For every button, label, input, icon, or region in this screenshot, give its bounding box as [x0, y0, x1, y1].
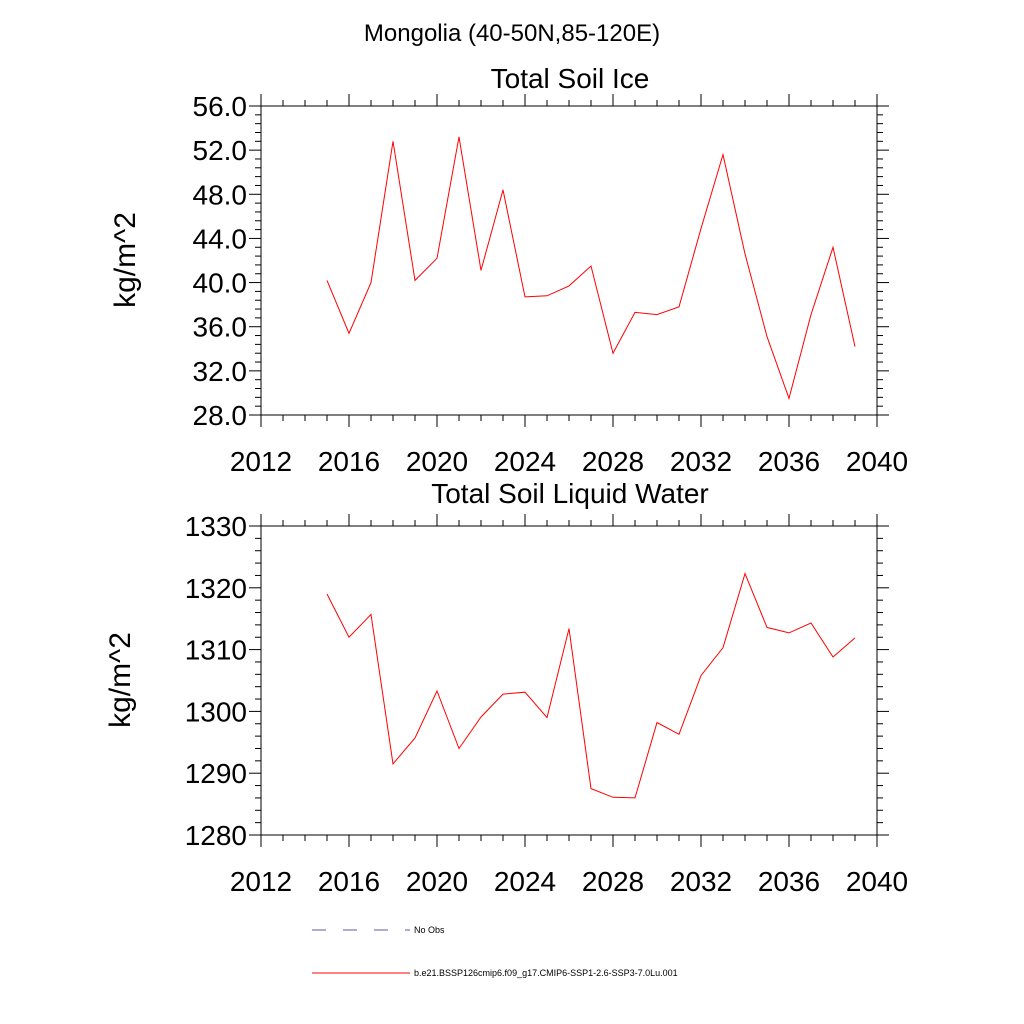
- y-tick-label: 32.0: [193, 356, 248, 387]
- y-axis-label: kg/m^2: [104, 632, 137, 728]
- y-tick-label: 1300: [185, 696, 247, 727]
- x-tick-label: 2016: [318, 446, 380, 477]
- x-tick-label: 2020: [406, 866, 468, 897]
- series-line: [326, 572, 856, 799]
- y-tick-label: 1290: [185, 758, 247, 789]
- legend-label-model-run: b.e21.BSSP126cmip6.f09_g17.CMIP6-SSP1-2.…: [414, 968, 678, 978]
- x-tick-label: 2040: [846, 446, 908, 477]
- y-tick-label: 1310: [185, 635, 247, 666]
- y-tick-label: 40.0: [193, 268, 248, 299]
- y-tick-label: 1320: [185, 573, 247, 604]
- y-tick-label: 28.0: [193, 400, 248, 431]
- figure-title: Mongolia (40-50N,85-120E): [364, 20, 660, 47]
- y-tick-label: 36.0: [193, 312, 248, 343]
- y-tick-label: 56.0: [193, 91, 248, 122]
- y-tick-label: 1330: [185, 511, 247, 542]
- legend: No Obs b.e21.BSSP126cmip6.f09_g17.CMIP6-…: [312, 925, 678, 978]
- x-tick-label: 2024: [494, 446, 556, 477]
- plot-frame: [260, 525, 878, 836]
- x-tick-label: 2040: [846, 866, 908, 897]
- x-tick-label: 2024: [494, 866, 556, 897]
- y-tick-label: 44.0: [193, 223, 248, 254]
- chart-title: Total Soil Ice: [491, 63, 650, 94]
- x-tick-label: 2028: [582, 866, 644, 897]
- x-tick-label: 2028: [582, 446, 644, 477]
- series-line: [326, 136, 856, 401]
- x-tick-label: 2020: [406, 446, 468, 477]
- y-axis-label: kg/m^2: [109, 212, 142, 308]
- panel-total-soil-ice: Total Soil Ice kg/m^2 2012 2016 2020 2024 20…: [109, 63, 908, 477]
- panel-total-soil-liquid-water: Total Soil Liquid Water kg/m^2 2012 2016 2…: [104, 478, 908, 897]
- x-tick-label: 2036: [758, 866, 820, 897]
- legend-label-no-obs: No Obs: [414, 925, 445, 935]
- plot-frame: [260, 105, 878, 416]
- x-tick-label: 2032: [670, 446, 732, 477]
- x-tick-label: 2032: [670, 866, 732, 897]
- x-tick-label: 2012: [230, 446, 292, 477]
- y-tick-label: 52.0: [193, 135, 248, 166]
- x-tick-label: 2036: [758, 446, 820, 477]
- y-tick-label: 1280: [185, 820, 247, 851]
- x-tick-label: 2016: [318, 866, 380, 897]
- x-tick-label: 2012: [230, 866, 292, 897]
- y-tick-label: 48.0: [193, 179, 248, 210]
- chart-title: Total Soil Liquid Water: [431, 478, 709, 509]
